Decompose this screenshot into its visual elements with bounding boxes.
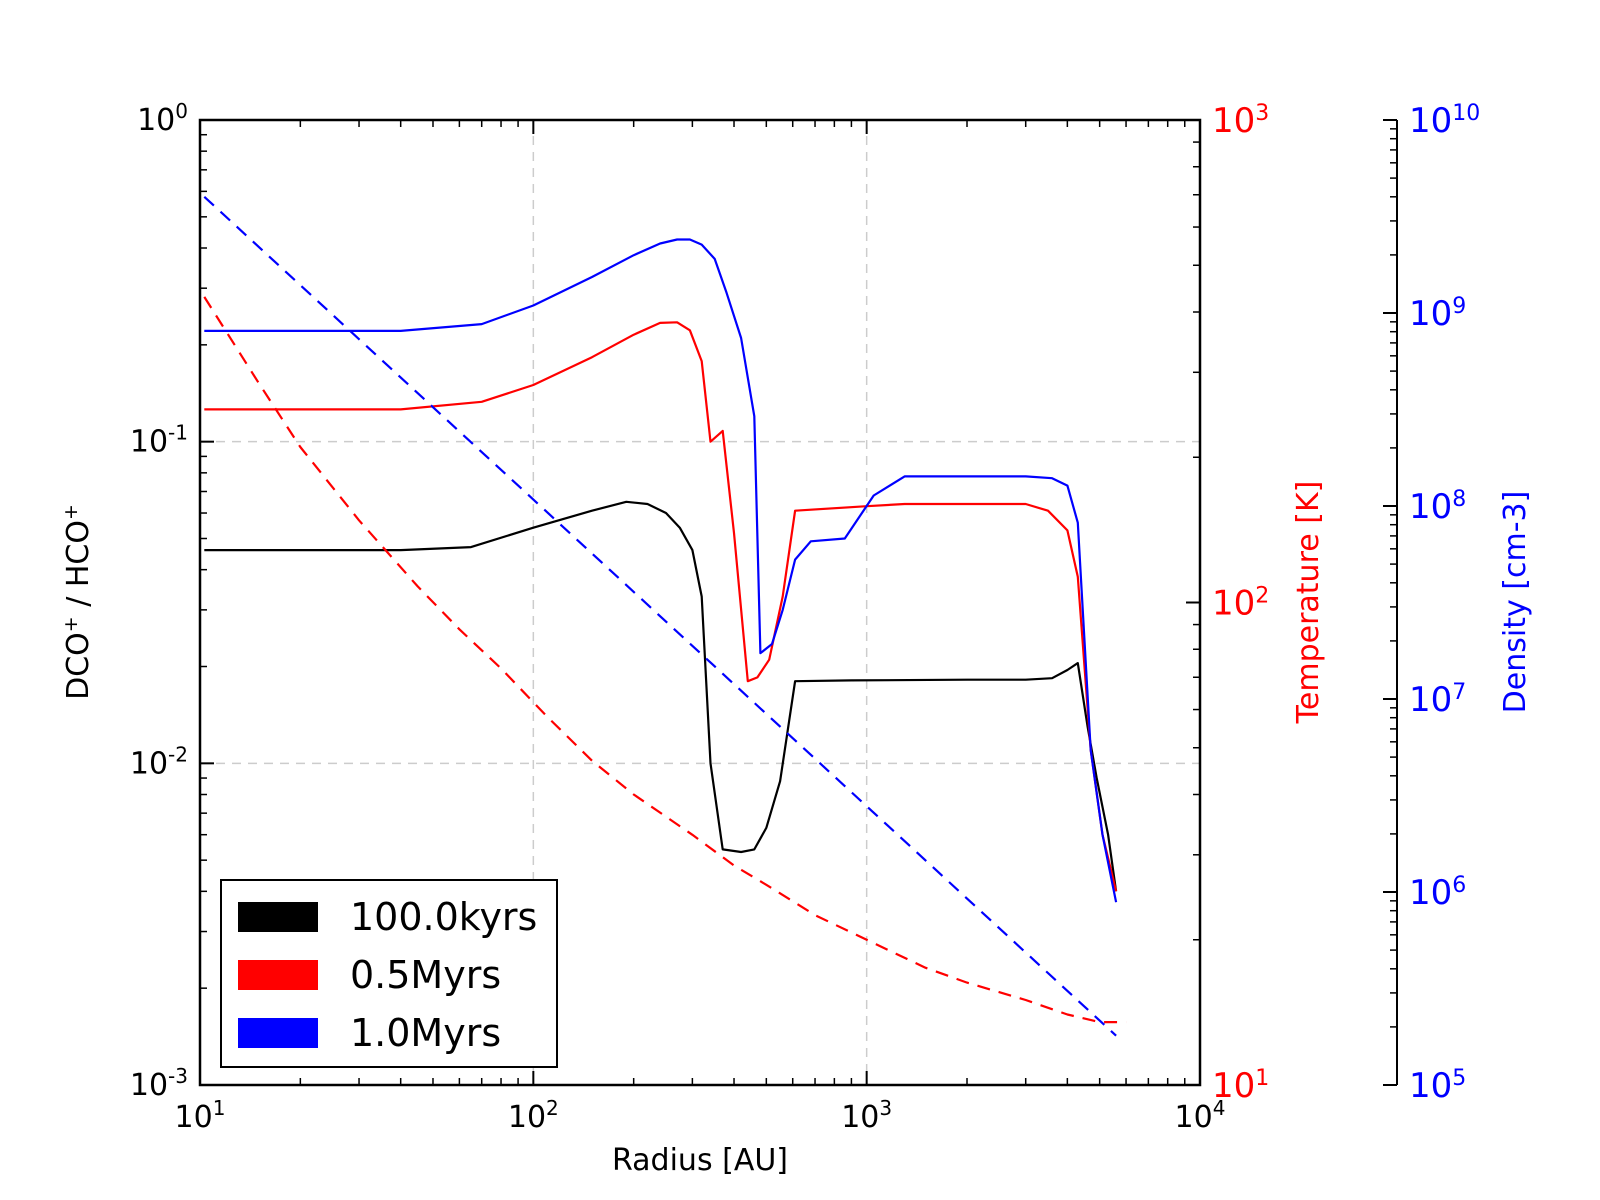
density-tick-label-base: 10 <box>1409 487 1452 527</box>
temperature-tick-label-exponent: 2 <box>1255 583 1269 608</box>
density-tick-label-exponent: 6 <box>1452 873 1466 898</box>
y-axis-label-hco: / HCO <box>61 520 96 616</box>
density-tick-label-exponent: 7 <box>1452 680 1466 705</box>
legend: 100.0kyrs 0.5Myrs 1.0Myrs <box>220 879 558 1068</box>
density-tick-label-exponent: 8 <box>1452 487 1466 512</box>
x-tick-label: 101 <box>175 1096 226 1135</box>
density-tick-label: 1010 <box>1409 101 1480 142</box>
y-tick-label-exponent: -3 <box>168 1064 188 1088</box>
y-axis-label: DCO+ / HCO+ <box>60 504 96 700</box>
legend-label: 0.5Myrs <box>350 953 501 997</box>
y-axis-label-sup2: + <box>60 504 82 520</box>
y-axis-label-dco: DCO <box>61 632 96 700</box>
y-tick-label: 10-3 <box>130 1064 188 1103</box>
plot-series <box>203 195 1127 1037</box>
y-axis-label-sup1: + <box>60 616 82 632</box>
series-line-temperature <box>203 296 1127 1024</box>
temperature-tick-label-base: 10 <box>1212 584 1255 624</box>
y-tick-label-base: 10 <box>130 746 168 781</box>
y-tick-label: 10-2 <box>130 742 188 781</box>
y-tick-label-exponent: -1 <box>168 421 188 445</box>
x-tick-label-base: 10 <box>175 1100 213 1135</box>
temperature-tick-label: 101 <box>1212 1066 1269 1107</box>
density-tick-label: 107 <box>1409 680 1466 721</box>
density-tick-label-base: 10 <box>1409 1066 1452 1106</box>
axis-ticks: 101 102 103 10410-310-210-11001011021031051… <box>130 99 1480 1135</box>
y-tick-label-base: 10 <box>130 1068 168 1103</box>
temperature-tick-label-exponent: 3 <box>1255 101 1269 126</box>
series-line-density <box>203 195 1117 1037</box>
x-tick-label-exponent: 2 <box>546 1096 559 1120</box>
y-tick-label-exponent: 0 <box>175 99 188 123</box>
density-tick-label-base: 10 <box>1409 101 1452 141</box>
legend-label: 100.0kyrs <box>350 895 537 939</box>
x-tick-label-base: 10 <box>1175 1100 1213 1135</box>
temperature-tick-label-base: 10 <box>1212 101 1255 141</box>
legend-swatch <box>238 1018 318 1048</box>
series-line-100-0kyrs <box>204 500 1118 892</box>
x-tick-label: 103 <box>841 1096 892 1135</box>
density-tick-label: 109 <box>1409 294 1466 335</box>
x-axis-label: Radius [AU] <box>612 1143 788 1178</box>
x-tick-label-base: 10 <box>508 1100 546 1135</box>
x-tick-label: 104 <box>1175 1096 1226 1135</box>
temperature-axis-label: Temperature [K] <box>1291 481 1326 725</box>
x-tick-label-exponent: 4 <box>1213 1096 1226 1120</box>
y-tick-label: 10-1 <box>130 421 188 460</box>
x-tick-label-exponent: 3 <box>879 1096 892 1120</box>
density-tick-label: 108 <box>1409 487 1466 528</box>
temperature-tick-label: 102 <box>1212 583 1269 624</box>
legend-label: 1.0Myrs <box>350 1011 501 1055</box>
legend-swatch <box>238 960 318 990</box>
density-axis-label: Density [cm-3] <box>1498 491 1533 714</box>
density-tick-label: 106 <box>1409 873 1466 914</box>
temperature-tick-label: 103 <box>1212 101 1269 142</box>
temperature-tick-label-base: 10 <box>1212 1066 1255 1106</box>
density-tick-label: 105 <box>1409 1066 1466 1107</box>
density-tick-label-base: 10 <box>1409 873 1452 913</box>
x-tick-label: 102 <box>508 1096 559 1135</box>
density-tick-label-exponent: 9 <box>1452 294 1466 319</box>
temperature-tick-label-exponent: 1 <box>1255 1066 1269 1091</box>
series-line-0-5myrs <box>204 321 1118 892</box>
density-tick-label-exponent: 10 <box>1452 101 1480 126</box>
x-tick-label-base: 10 <box>841 1100 879 1135</box>
density-tick-label-base: 10 <box>1409 680 1452 720</box>
y-tick-label-exponent: -2 <box>168 742 188 766</box>
y-tick-label-base: 10 <box>137 103 175 138</box>
legend-swatch <box>238 902 318 932</box>
y-tick-label-base: 10 <box>130 425 168 460</box>
series-line-1-0myrs <box>204 238 1118 903</box>
x-tick-label-exponent: 1 <box>213 1096 226 1120</box>
density-tick-label-exponent: 5 <box>1452 1066 1466 1091</box>
density-tick-label-base: 10 <box>1409 294 1452 334</box>
y-tick-label: 100 <box>137 99 188 138</box>
